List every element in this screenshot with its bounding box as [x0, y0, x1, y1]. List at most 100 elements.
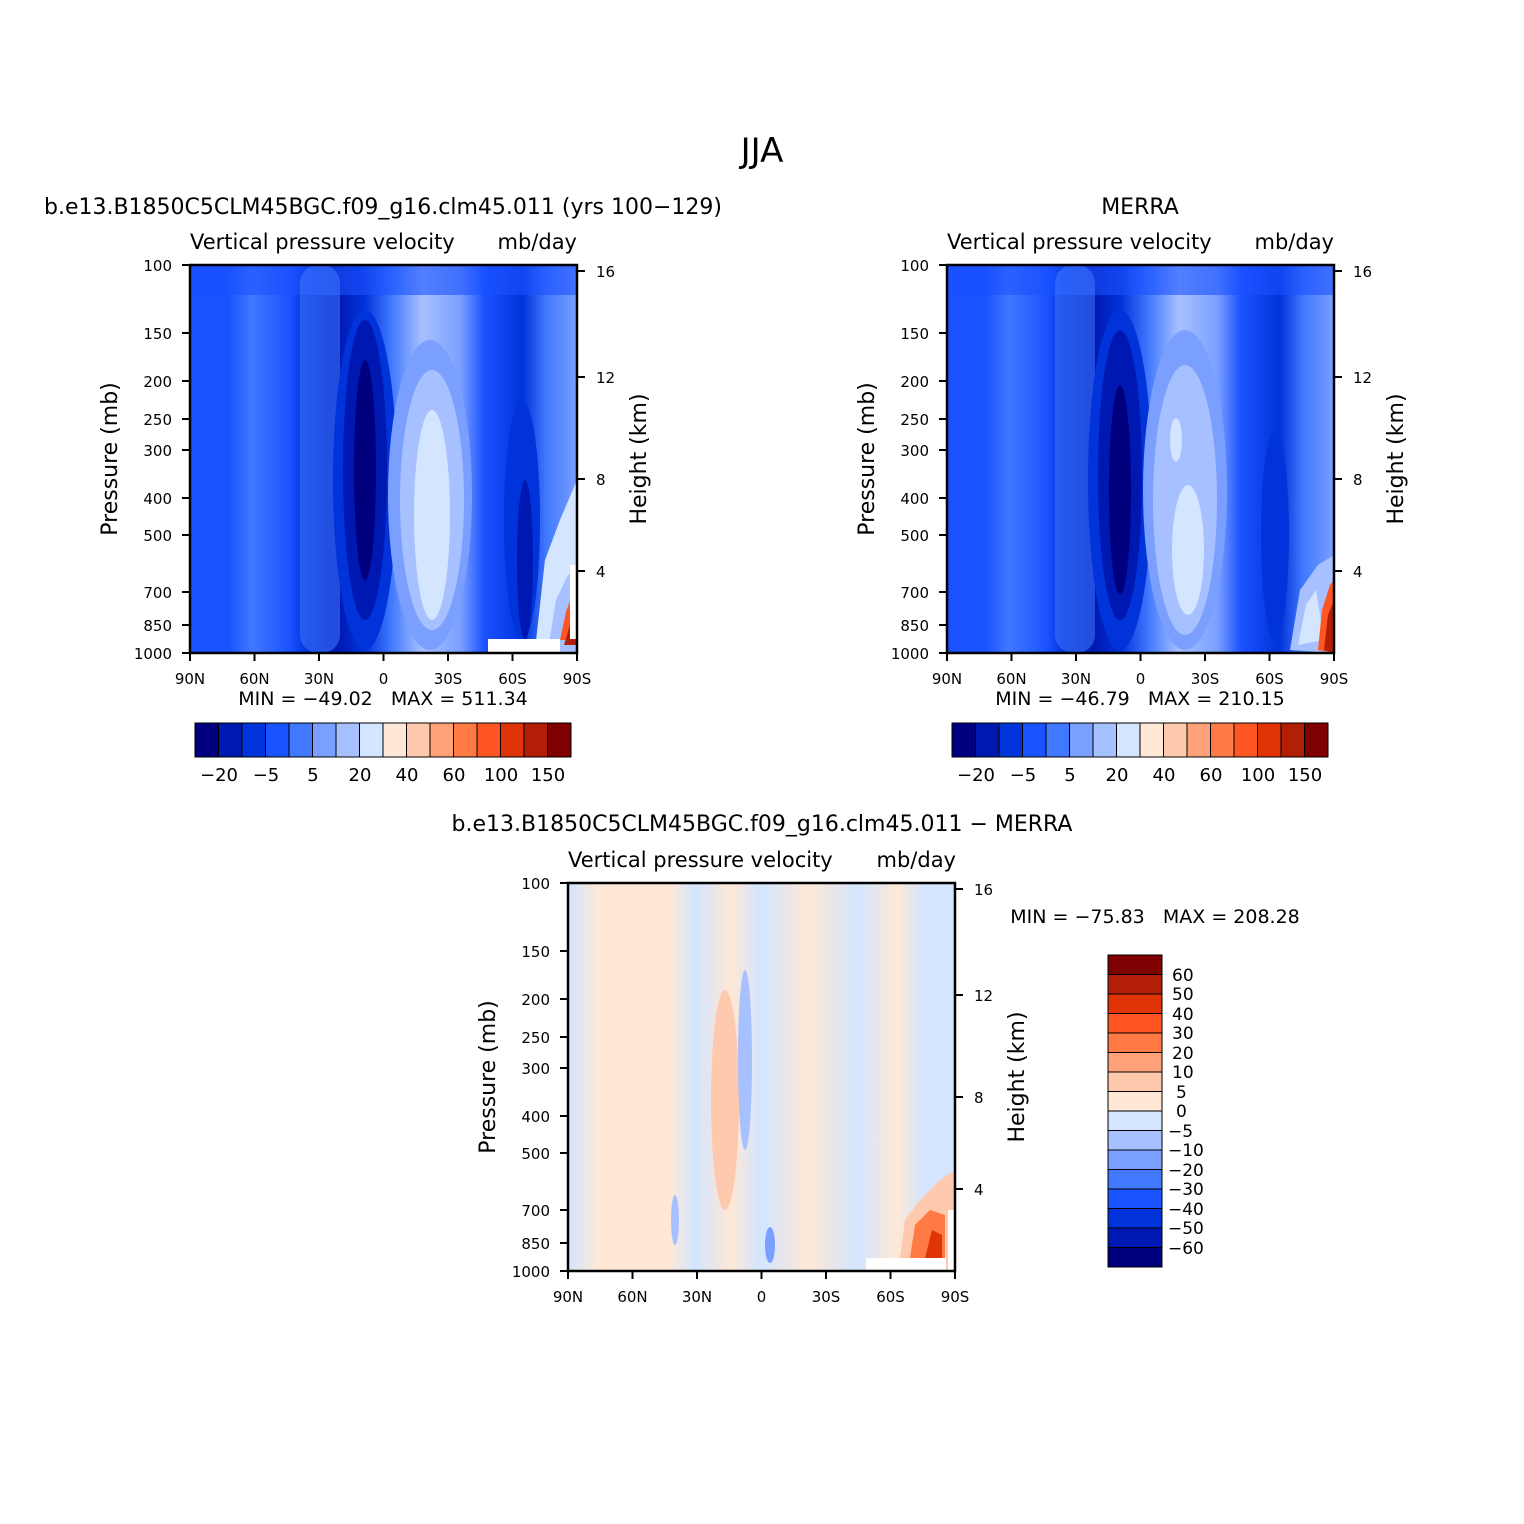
colorbar-label: 150 [531, 765, 565, 786]
panel-model-case-title: b.e13.B1850C5CLM45BGC.f09_g16.clm45.011 … [44, 195, 722, 220]
tick-x-label: 30S [434, 670, 463, 688]
tick-height-label: 16 [1353, 263, 1372, 281]
colorbar-cell [547, 722, 572, 758]
panel-diff-case-title: b.e13.B1850C5CLM45BGC.f09_g16.clm45.011 … [452, 812, 1073, 837]
tick-height-label: 8 [974, 1089, 984, 1107]
colorbar-cell [1107, 1208, 1163, 1229]
panel-obs-ylabel-left: Pressure (mb) [855, 382, 880, 536]
tick-y-label: 850 [521, 1235, 550, 1253]
tick-y-label: 200 [521, 991, 550, 1009]
tick-y-label: 100 [521, 875, 550, 893]
colorbar-cell [218, 722, 243, 758]
tick-x-label: 60S [1255, 670, 1284, 688]
colorbar-cell [1107, 1169, 1163, 1190]
colorbar-cell [1107, 1227, 1163, 1248]
colorbar-label: −20 [200, 765, 238, 786]
colorbar-cell [1069, 722, 1094, 758]
panel-diff-ylabel-left: Pressure (mb) [476, 1000, 501, 1154]
colorbar-label: 100 [484, 765, 518, 786]
colorbar-cell [265, 722, 290, 758]
tick-y-label: 700 [521, 1202, 550, 1220]
colorbar-label: −60 [1168, 1239, 1204, 1259]
tick-y-label: 1000 [891, 645, 929, 663]
tick-height-label: 4 [1353, 563, 1363, 581]
tick-height-label: 12 [596, 369, 615, 387]
tick-height-label: 16 [596, 263, 615, 281]
colorbar-label: −5 [1010, 765, 1037, 786]
tick-y-label: 1000 [134, 645, 172, 663]
panel-obs-axes [939, 264, 1342, 661]
panel-diff-stats: MIN = −75.83 MAX = 208.28 [1010, 906, 1300, 928]
colorbar-label: 150 [1288, 765, 1322, 786]
tick-y-label: 250 [900, 411, 929, 429]
colorbar-label: 100 [1241, 765, 1275, 786]
tick-y-label: 100 [900, 257, 929, 275]
colorbar-label: −20 [1168, 1161, 1204, 1181]
colorbar-cell [1107, 1188, 1163, 1209]
tick-y-label: 700 [900, 584, 929, 602]
panel-obs-field [947, 265, 1334, 653]
colorbar-label: −30 [1168, 1180, 1204, 1200]
panel-obs-ylabel-right: Height (km) [1384, 393, 1409, 524]
colorbar-cell [1107, 1013, 1163, 1034]
panel-model-var-label: Vertical pressure velocity [190, 230, 455, 254]
colorbar-cell [406, 722, 431, 758]
panel-model-units: mb/day [498, 230, 578, 254]
colorbar-cell [1107, 1110, 1163, 1131]
tick-y-label: 300 [900, 442, 929, 460]
colorbar-cell [453, 722, 478, 758]
colorbar-cell [1139, 722, 1164, 758]
colorbar-label: −40 [1168, 1200, 1204, 1220]
colorbar-main-model [194, 722, 572, 758]
panel-model-field [190, 265, 577, 653]
tick-y-label: 150 [143, 325, 172, 343]
colorbar-label: −10 [1168, 1141, 1204, 1161]
colorbar-label: 30 [1172, 1024, 1194, 1044]
colorbar-cell [241, 722, 266, 758]
colorbar-cell [1107, 1247, 1163, 1268]
tick-x-label: 90S [563, 670, 592, 688]
figure-title: JJA [739, 131, 784, 171]
colorbar-label: 5 [307, 765, 318, 786]
tick-y-label: 1000 [512, 1263, 550, 1281]
tick-x-label: 60S [876, 1288, 905, 1306]
tick-height-label: 8 [1353, 471, 1363, 489]
tick-y-label: 100 [143, 257, 172, 275]
tick-y-label: 200 [143, 373, 172, 391]
tick-height-label: 12 [974, 987, 993, 1005]
colorbar-cell [1107, 1130, 1163, 1151]
colorbar-label: −5 [1168, 1122, 1193, 1142]
colorbar-label: 20 [1106, 765, 1129, 786]
colorbar-label: −50 [1168, 1219, 1204, 1239]
colorbar-cell [1107, 1091, 1163, 1112]
tick-x-label: 90N [175, 670, 205, 688]
tick-y-label: 500 [143, 527, 172, 545]
colorbar-cell [500, 722, 525, 758]
panel-model-ylabel-right: Height (km) [627, 393, 652, 524]
colorbar-cell [1280, 722, 1305, 758]
tick-y-label: 250 [143, 411, 172, 429]
colorbar-cell [951, 722, 976, 758]
tick-x-label: 60S [498, 670, 527, 688]
panel-obs-units: mb/day [1255, 230, 1335, 254]
colorbar-label: 10 [1172, 1063, 1194, 1083]
colorbar-label: 20 [1172, 1044, 1194, 1064]
tick-x-label: 30S [812, 1288, 841, 1306]
tick-x-label: 60N [239, 670, 269, 688]
tick-height-label: 4 [596, 563, 606, 581]
colorbar-cell [335, 722, 360, 758]
colorbar-cell [1186, 722, 1211, 758]
colorbar-cell [1257, 722, 1282, 758]
panel-obs: MERRA Vertical pressure velocity mb/day [855, 195, 1409, 786]
tick-y-label: 400 [143, 490, 172, 508]
tick-y-label: 200 [900, 373, 929, 391]
panel-diff-field [568, 883, 955, 1271]
colorbar-label: 20 [349, 765, 372, 786]
panel-obs-var-label: Vertical pressure velocity [947, 230, 1212, 254]
panel-obs-stats: MIN = −46.79 MAX = 210.15 [995, 688, 1285, 710]
colorbar-label: 0 [1176, 1102, 1187, 1122]
tick-x-label: 30N [304, 670, 334, 688]
colorbar-cell [359, 722, 384, 758]
tick-x-label: 0 [1136, 670, 1146, 688]
